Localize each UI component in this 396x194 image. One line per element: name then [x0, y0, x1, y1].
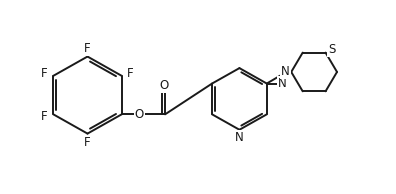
Text: S: S: [328, 43, 335, 56]
Text: F: F: [84, 42, 91, 55]
Text: F: F: [41, 110, 48, 123]
Text: O: O: [135, 108, 144, 121]
Text: F: F: [41, 67, 48, 80]
Text: F: F: [127, 67, 134, 80]
Text: N: N: [235, 131, 244, 144]
Text: F: F: [84, 136, 91, 149]
Text: N: N: [278, 77, 287, 90]
Text: N: N: [281, 65, 290, 78]
Text: O: O: [159, 79, 168, 92]
